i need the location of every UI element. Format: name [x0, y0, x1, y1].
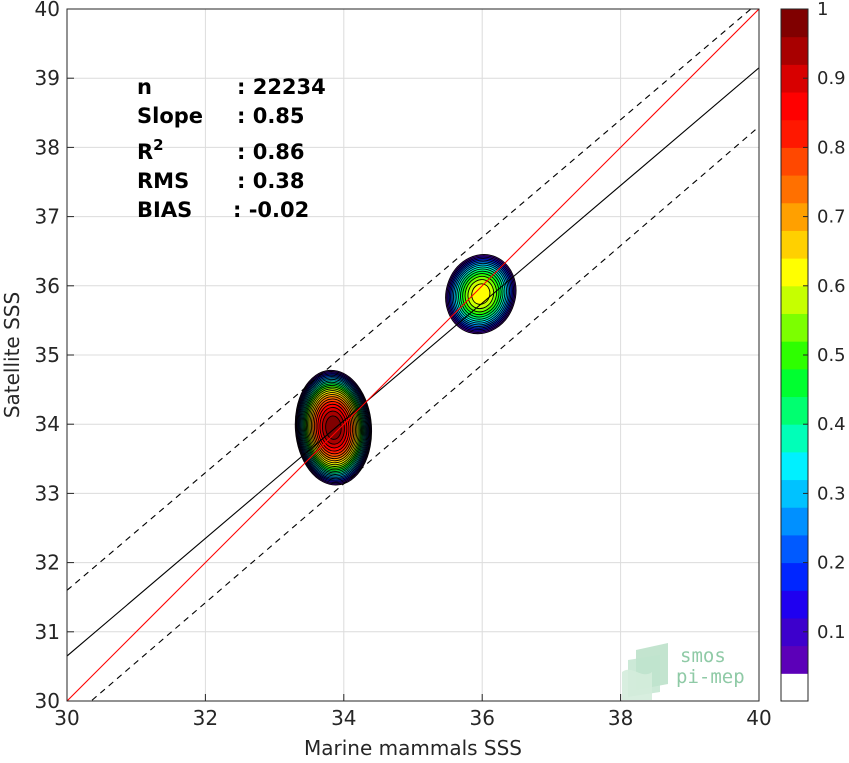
colorbar-tick-label: 0.9 [817, 68, 846, 89]
identity-line [67, 9, 759, 701]
reference-lines [67, 9, 759, 701]
statistics-block: n : 22234 Slope : 0.85 R2 : 0.86 RMS : 0… [137, 75, 326, 222]
stat-rms-label: RMS [137, 169, 189, 193]
logo-text-line2: pi-mep [676, 666, 745, 688]
colorbar-segment [781, 147, 808, 176]
x-axis-ticks: 30 32 34 36 38 40 [54, 694, 772, 730]
colorbar-segment [781, 175, 808, 204]
smos-pimep-logo: smos pi-mep [622, 643, 745, 700]
stat-bias-label: BIAS [137, 198, 192, 222]
x-axis-label: Marine mammals SSS [304, 736, 522, 760]
colorbar-segment [781, 507, 808, 536]
y-tick-label: 33 [35, 481, 60, 505]
colorbar-tick-label: 0.3 [817, 483, 846, 504]
y-tick-label: 40 [35, 0, 60, 21]
x-tick-label: 30 [54, 706, 79, 730]
colorbar-tick-label: 0.7 [817, 207, 846, 228]
y-tick-label: 31 [35, 620, 60, 644]
colorbar-segment [781, 258, 808, 287]
y-tick-label: 39 [35, 66, 60, 90]
y-axis-label: Satellite SSS [0, 292, 24, 418]
stat-r2-sup: 2 [153, 136, 163, 154]
colorbar-segment [781, 285, 808, 314]
stat-r2-value: : 0.86 [237, 140, 305, 164]
logo-wave-front [622, 669, 652, 700]
y-tick-label: 35 [35, 343, 60, 367]
colorbar-ticks: 0.1 0.2 0.3 0.4 0.5 0.6 0.7 0.8 0.9 1 [803, 0, 846, 643]
colorbar-tick-label: 0.8 [817, 137, 846, 158]
colorbar-segment [781, 313, 808, 342]
colorbar-segment [781, 9, 808, 38]
y-axis-ticks: 30 31 32 33 34 35 36 37 38 39 40 [35, 0, 74, 713]
stat-rms-value: : 0.38 [237, 169, 305, 193]
colorbar-segment [781, 534, 808, 564]
colorbar-segment [781, 368, 808, 398]
colorbar [781, 9, 808, 702]
stat-n-label: n [137, 75, 152, 99]
density-cluster [445, 254, 517, 335]
y-tick-label: 34 [35, 412, 60, 436]
colorbar-segment [781, 590, 808, 619]
colorbar-tick-label: 1 [817, 0, 828, 20]
y-tick-label: 38 [35, 135, 60, 159]
colorbar-segment [781, 36, 808, 65]
y-tick-label: 32 [35, 551, 60, 575]
colorbar-tick-label: 0.4 [817, 414, 846, 435]
x-tick-label: 36 [469, 706, 494, 730]
colorbar-segment [781, 562, 808, 591]
lower-bound-dashed-line [90, 126, 759, 701]
colorbar-tick-label: 0.6 [817, 276, 846, 297]
stat-r2-label: R2 [137, 136, 164, 164]
colorbar-segment [781, 119, 808, 148]
colorbar-tick-label: 0.2 [817, 553, 846, 574]
y-tick-label: 37 [35, 205, 60, 229]
colorbar-segment [781, 424, 808, 453]
stat-slope-label: Slope [137, 104, 203, 128]
upper-bound-dashed-line [67, 9, 752, 591]
x-tick-label: 38 [608, 706, 633, 730]
colorbar-segment [781, 396, 808, 425]
colorbar-segment [781, 92, 808, 121]
colorbar-segment [781, 230, 808, 259]
colorbar-segment [781, 645, 808, 674]
stat-n-value: : 22234 [237, 75, 326, 99]
regression-line [67, 67, 759, 657]
colorbar-tick-label: 0.5 [817, 345, 846, 366]
stat-bias-value: : -0.02 [233, 198, 309, 222]
colorbar-segment [781, 451, 808, 481]
logo-text-line1: smos [680, 645, 726, 667]
y-tick-label: 36 [35, 274, 60, 298]
x-tick-label: 34 [331, 706, 356, 730]
colorbar-tick-label: 0.1 [817, 622, 846, 643]
x-tick-label: 32 [193, 706, 218, 730]
stat-slope-value: : 0.85 [237, 104, 305, 128]
x-tick-label: 40 [746, 706, 771, 730]
colorbar-segment [781, 673, 808, 702]
y-tick-label: 30 [35, 689, 60, 713]
stat-r2-base: R [137, 140, 153, 164]
